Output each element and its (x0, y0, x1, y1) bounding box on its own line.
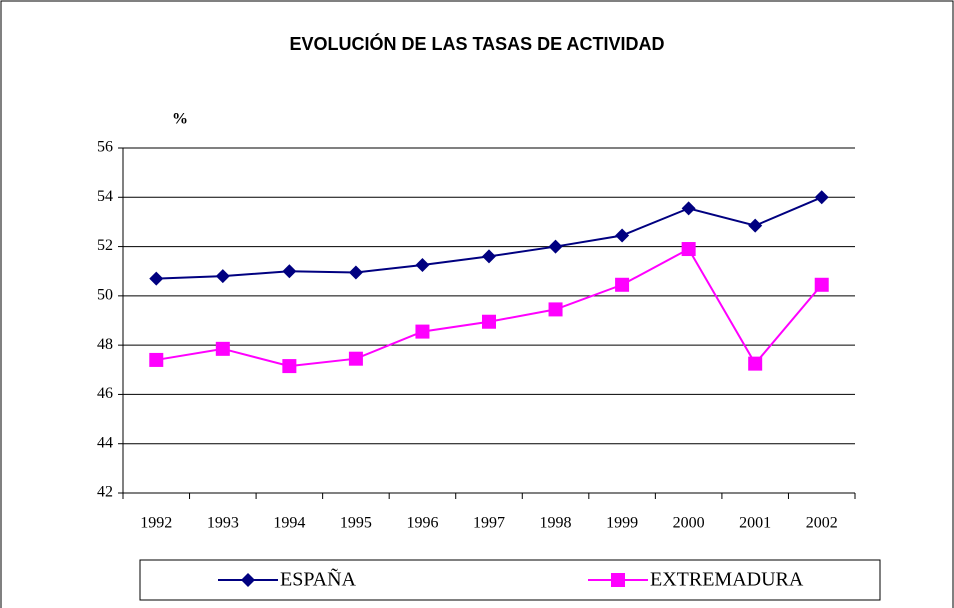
marker (548, 302, 563, 317)
marker (149, 271, 164, 286)
marker (215, 341, 230, 356)
marker (348, 351, 363, 366)
chart-title: EVOLUCIÓN DE LAS TASAS DE ACTIVIDAD (289, 33, 664, 54)
x-tick-label: 2002 (806, 515, 838, 532)
x-tick-label: 1993 (207, 515, 239, 532)
marker (149, 352, 164, 367)
y-axis-label: % (172, 111, 188, 128)
x-tick-label: 1992 (140, 515, 172, 532)
y-tick-label: 52 (97, 237, 113, 254)
marker (814, 190, 829, 205)
x-tick-label: 1995 (340, 515, 372, 532)
marker (814, 277, 829, 292)
y-tick-label: 42 (97, 484, 113, 501)
legend-label: ESPAÑA (280, 567, 357, 591)
y-tick-label: 48 (97, 336, 113, 353)
marker (282, 359, 297, 374)
marker (615, 228, 630, 243)
x-tick-label: 1994 (273, 515, 305, 532)
marker (282, 264, 297, 279)
x-tick-label: 1998 (540, 515, 572, 532)
marker (615, 277, 630, 292)
marker (241, 573, 255, 587)
y-tick-label: 44 (97, 434, 113, 451)
marker (415, 258, 430, 273)
marker (215, 269, 230, 284)
marker (415, 324, 430, 339)
marker (611, 573, 625, 587)
y-tick-label: 56 (97, 139, 113, 156)
x-tick-label: 1997 (473, 515, 505, 532)
marker (548, 239, 563, 254)
marker (681, 242, 696, 257)
marker (748, 218, 763, 233)
marker (681, 201, 696, 216)
y-tick-label: 54 (97, 188, 113, 205)
x-tick-label: 1999 (606, 515, 638, 532)
x-tick-label: 2001 (739, 515, 771, 532)
x-tick-label: 1996 (406, 515, 438, 532)
y-tick-label: 50 (97, 287, 113, 304)
legend-label: EXTREMADURA (650, 569, 804, 591)
marker (348, 265, 363, 280)
marker (748, 356, 763, 371)
y-tick-label: 46 (97, 385, 113, 402)
x-tick-label: 2000 (673, 515, 705, 532)
marker (482, 249, 496, 264)
marker (482, 314, 496, 329)
